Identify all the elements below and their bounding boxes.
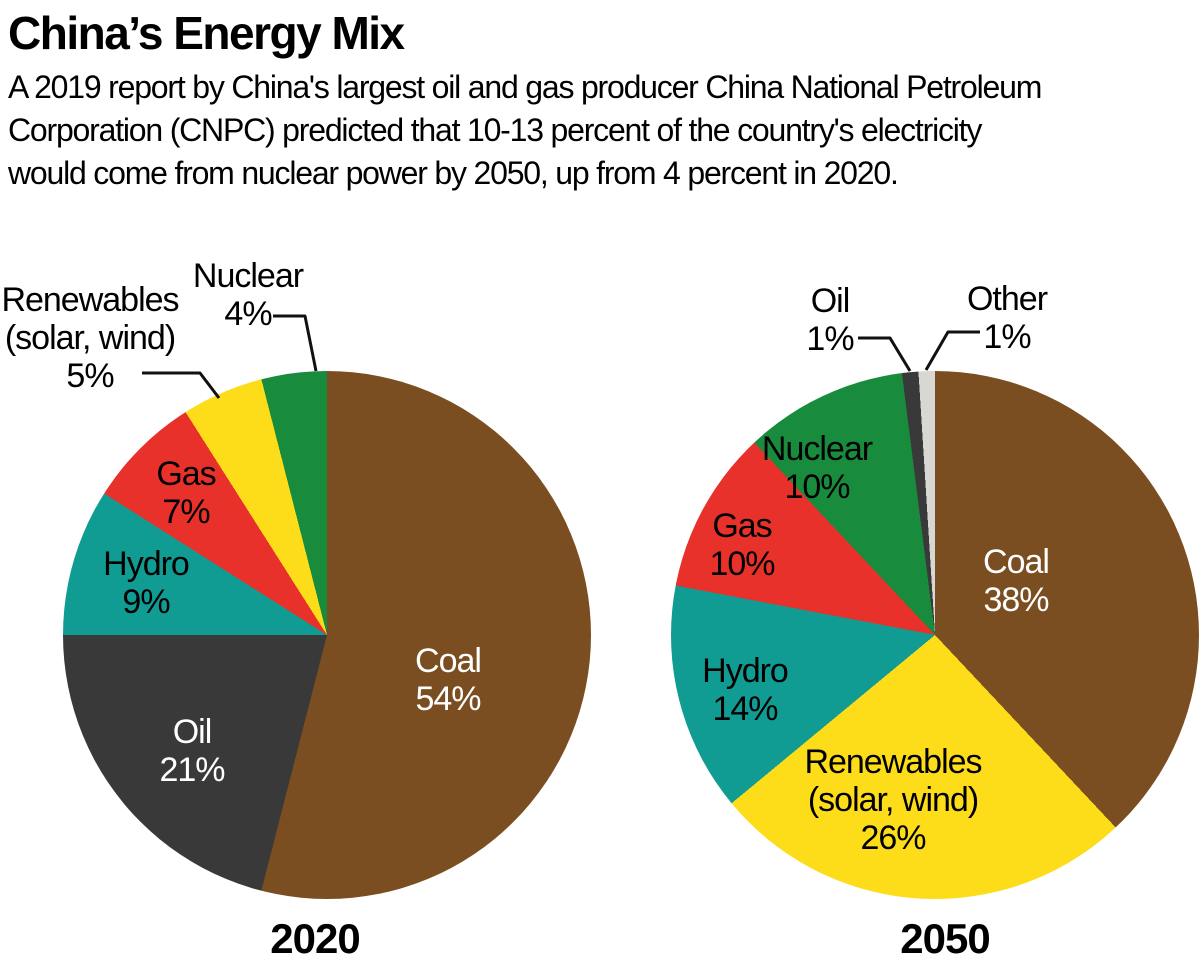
slice-label-pct: 1% xyxy=(983,318,1031,356)
pie-chart-2050 xyxy=(671,371,1199,899)
slice-label-pct: 1% xyxy=(806,320,854,358)
callout-label-renewables-2020: Renewables (solar, wind) 5% xyxy=(1,281,179,395)
callout-label-nuclear-2020: Nuclear 4% xyxy=(192,257,304,333)
slice-label-subtext: (solar, wind) xyxy=(807,781,979,819)
slice-label-oil-2020: Oil 21% xyxy=(159,713,225,789)
slice-label-renewables-2050: Renewables (solar, wind) 26% xyxy=(804,743,982,857)
slice-label-text: Oil xyxy=(810,282,851,320)
slice-label-pct: 10% xyxy=(784,468,850,506)
caption-2050: 2050 xyxy=(900,915,990,962)
slice-label-subtext: (solar, wind) xyxy=(4,319,176,357)
slice-label-pct: 9% xyxy=(122,583,170,621)
slice-label-text: Hydro xyxy=(103,545,190,583)
caption-2020: 2020 xyxy=(270,915,360,962)
slice-label-pct: 10% xyxy=(709,545,775,583)
page-title: China’s Energy Mix xyxy=(8,7,405,59)
slice-label-pct: 7% xyxy=(162,493,210,531)
oil-2050-leader-line xyxy=(858,336,912,372)
intro-line-3: would come from nuclear power by 2050, u… xyxy=(8,155,899,191)
slice-label-text: Other xyxy=(966,280,1048,318)
slice-label-text: Coal xyxy=(983,543,1050,581)
slice-label-text: Renewables xyxy=(804,743,982,781)
slice-label-text: Hydro xyxy=(702,652,789,690)
slice-label-pct: 26% xyxy=(860,819,926,857)
intro-line-2: Corporation (CNPC) predicted that 10-13 … xyxy=(8,112,982,148)
slice-label-coal-2050: Coal 38% xyxy=(983,543,1050,619)
intro-paragraph: A 2019 report by China's largest oil and… xyxy=(8,66,1042,195)
callout-label-other-2050: Other 1% xyxy=(966,280,1048,356)
callout-label-oil-2050: Oil 1% xyxy=(806,282,854,358)
slice-label-coal-2020: Coal 54% xyxy=(415,642,482,718)
slice-label-pct: 4% xyxy=(224,295,272,333)
slice-label-text: Coal xyxy=(415,642,482,680)
intro-line-1: A 2019 report by China's largest oil and… xyxy=(8,69,1042,105)
slice-label-text: Gas xyxy=(712,507,772,545)
slice-label-gas-2050: Gas 10% xyxy=(709,507,775,583)
slice-label-text: Gas xyxy=(156,455,216,493)
slice-label-pct: 54% xyxy=(415,680,481,718)
slice-label-pct: 14% xyxy=(712,690,778,728)
slice-label-text: Nuclear xyxy=(192,257,304,295)
slice-label-pct: 5% xyxy=(66,357,114,395)
slice-label-text: Oil xyxy=(172,713,213,751)
slice-label-nuclear-2050: Nuclear 10% xyxy=(761,430,873,506)
slice-label-text: Renewables xyxy=(1,281,179,319)
slice-label-hydro-2020: Hydro 9% xyxy=(103,545,190,621)
slice-label-pct: 21% xyxy=(159,751,225,789)
slice-label-gas-2020: Gas 7% xyxy=(156,455,216,531)
slice-label-text: Nuclear xyxy=(761,430,873,468)
slice-label-hydro-2050: Hydro 14% xyxy=(702,652,789,728)
pie-chart-2020 xyxy=(63,371,591,899)
slice-label-pct: 38% xyxy=(983,581,1049,619)
